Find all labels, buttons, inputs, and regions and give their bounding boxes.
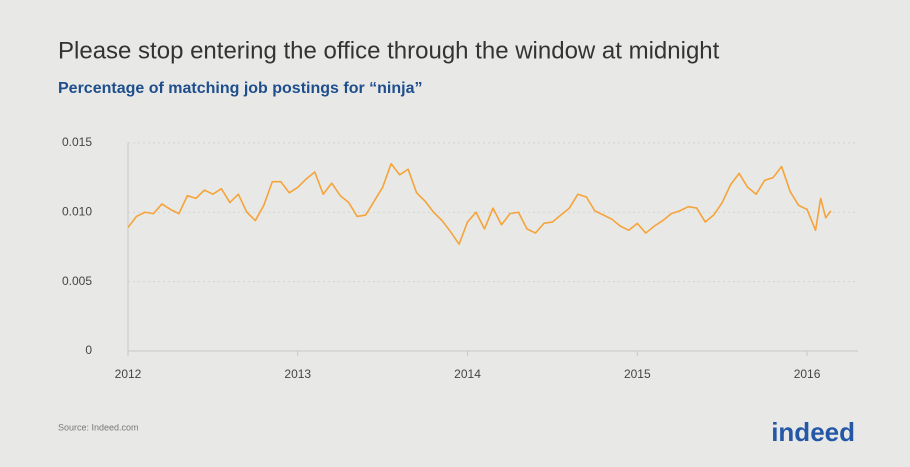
logo: indeed (771, 417, 855, 447)
x-tick-label: 2012 (115, 367, 142, 381)
chart-title: Please stop entering the office through … (58, 37, 720, 64)
x-tick-label: 2014 (454, 367, 481, 381)
line (127, 162, 832, 245)
x-tick-label: 2013 (284, 367, 311, 381)
y-tick-label: 0.015 (62, 135, 92, 149)
source: Source: Indeed.com (58, 422, 139, 432)
x-tick-label: 2015 (624, 367, 651, 381)
x-tick-label: 2016 (794, 367, 821, 381)
y-tick-label: 0.005 (62, 274, 92, 288)
y-tick-label: 0 (85, 343, 92, 357)
chart-subtitle: Percentage of matching job postings for … (58, 80, 422, 97)
y-tick-label: 0.010 (62, 204, 92, 218)
